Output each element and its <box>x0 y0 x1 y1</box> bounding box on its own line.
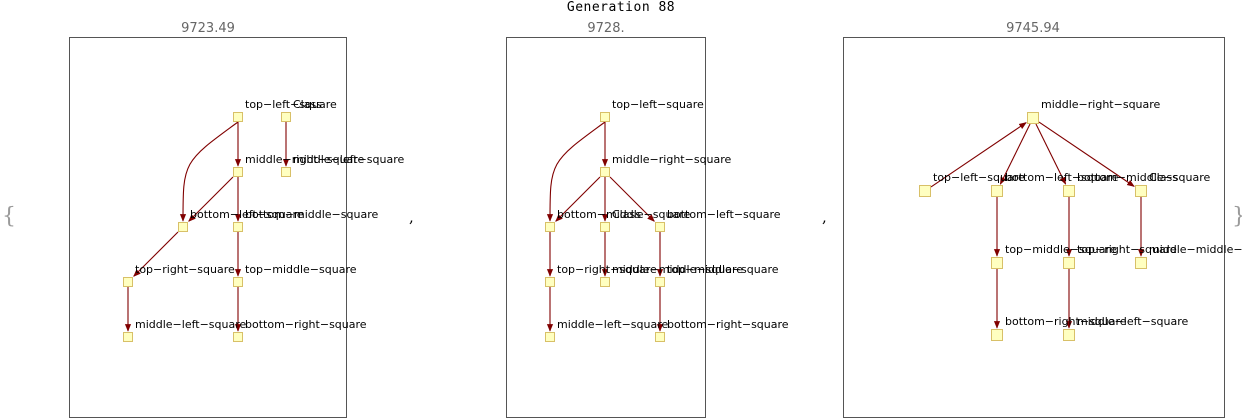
node-label: top−middle−square <box>667 263 779 276</box>
graph-node <box>600 167 610 177</box>
graph-node <box>600 112 610 122</box>
graph-node <box>233 277 243 287</box>
node-label: bottom−middle−square <box>245 208 378 221</box>
graph-node <box>1027 112 1039 124</box>
node-label: top−left−square <box>245 98 337 111</box>
panel-frame <box>843 37 1225 418</box>
node-label: bottom−left−square <box>190 208 304 221</box>
close-brace: } <box>1232 204 1242 229</box>
edge-c1-c5 <box>1038 121 1135 187</box>
node-label: top−left−square <box>933 171 1025 184</box>
graph-node <box>281 167 291 177</box>
graph-panel-1: 9723.49 <box>69 21 347 418</box>
graph-node <box>178 222 188 232</box>
node-label: Class <box>293 98 322 111</box>
node-label: middle−left−square <box>557 318 669 331</box>
node-label: middle−middle−square <box>1149 243 1242 256</box>
edge-b2-b5 <box>609 176 655 222</box>
graph-node <box>233 332 243 342</box>
node-label: bottom−right−square <box>245 318 367 331</box>
graph-node <box>233 112 243 122</box>
node-label: middle−left−square <box>293 153 405 166</box>
graph-node <box>655 222 665 232</box>
nodes-layer: top−left−squareClassmiddle−right−squarem… <box>123 98 1242 342</box>
edge-c1-c4 <box>1035 123 1067 185</box>
graph-node <box>1063 329 1075 341</box>
graph-node <box>545 332 555 342</box>
graph-node <box>545 222 555 232</box>
node-label: middle−left−square <box>135 318 247 331</box>
graph-node <box>545 277 555 287</box>
panel-score: 9723.49 <box>181 21 235 36</box>
node-label: middle−right−square <box>612 153 732 166</box>
graph-node <box>991 185 1003 197</box>
edge-c1-c3 <box>999 123 1031 185</box>
open-brace: { <box>2 204 16 229</box>
node-label: top−middle−square <box>245 263 357 276</box>
node-label: bottom−left−square <box>667 208 781 221</box>
graph-node <box>655 277 665 287</box>
separator-comma-1: , <box>409 208 414 226</box>
graph-node <box>123 277 133 287</box>
graph-node <box>233 167 243 177</box>
graph-node <box>1063 185 1075 197</box>
graph-node <box>123 332 133 342</box>
graph-node <box>919 185 931 197</box>
graph-node <box>600 277 610 287</box>
node-label: middle−left−square <box>1077 315 1189 328</box>
graph-node <box>600 222 610 232</box>
node-label: bottom−right−square <box>667 318 789 331</box>
node-label: top−right−square <box>557 263 657 276</box>
edge-b1-b3 <box>546 121 606 222</box>
node-label: top−middle−square <box>1005 243 1117 256</box>
panel-frame <box>506 37 706 418</box>
node-label: bottom−right−square <box>1005 315 1127 328</box>
edge-b2-b3 <box>555 176 601 222</box>
panel-score: 9745.94 <box>1006 21 1060 36</box>
node-label: top−right−square <box>1077 243 1177 256</box>
node-label: bottom−middle−square <box>1077 171 1210 184</box>
node-label: Class <box>1149 171 1178 184</box>
edge-a1-a6 <box>179 121 239 222</box>
node-label: middle−middle−square <box>612 263 743 276</box>
separator-comma-2: , <box>822 208 827 226</box>
graph-node <box>233 222 243 232</box>
graph-panel-2: 9728. <box>506 21 706 418</box>
node-label: Class <box>612 208 641 221</box>
edge-c2-c1 <box>930 122 1027 188</box>
graph-node <box>281 112 291 122</box>
graph-node <box>655 332 665 342</box>
edges-layer <box>124 121 1145 332</box>
graph-node <box>1063 257 1075 269</box>
panel-frame <box>69 37 347 418</box>
node-label: middle−right−square <box>245 153 365 166</box>
graph-node <box>991 257 1003 269</box>
node-label: middle−right−square <box>1041 98 1161 111</box>
edge-a3-a6 <box>188 176 234 222</box>
node-label: top−left−square <box>612 98 704 111</box>
edge-a6-a7 <box>133 231 179 277</box>
graph-node <box>991 329 1003 341</box>
panel-score: 9728. <box>587 21 624 36</box>
node-label: top−right−square <box>135 263 235 276</box>
graph-node <box>1135 185 1147 197</box>
node-label: bottom−middle−square <box>557 208 690 221</box>
graph-panel-3: 9745.94 <box>843 21 1225 418</box>
node-label: bottom−left−square <box>1005 171 1119 184</box>
page-title: Generation 88 <box>566 0 676 15</box>
graph-node <box>1135 257 1147 269</box>
